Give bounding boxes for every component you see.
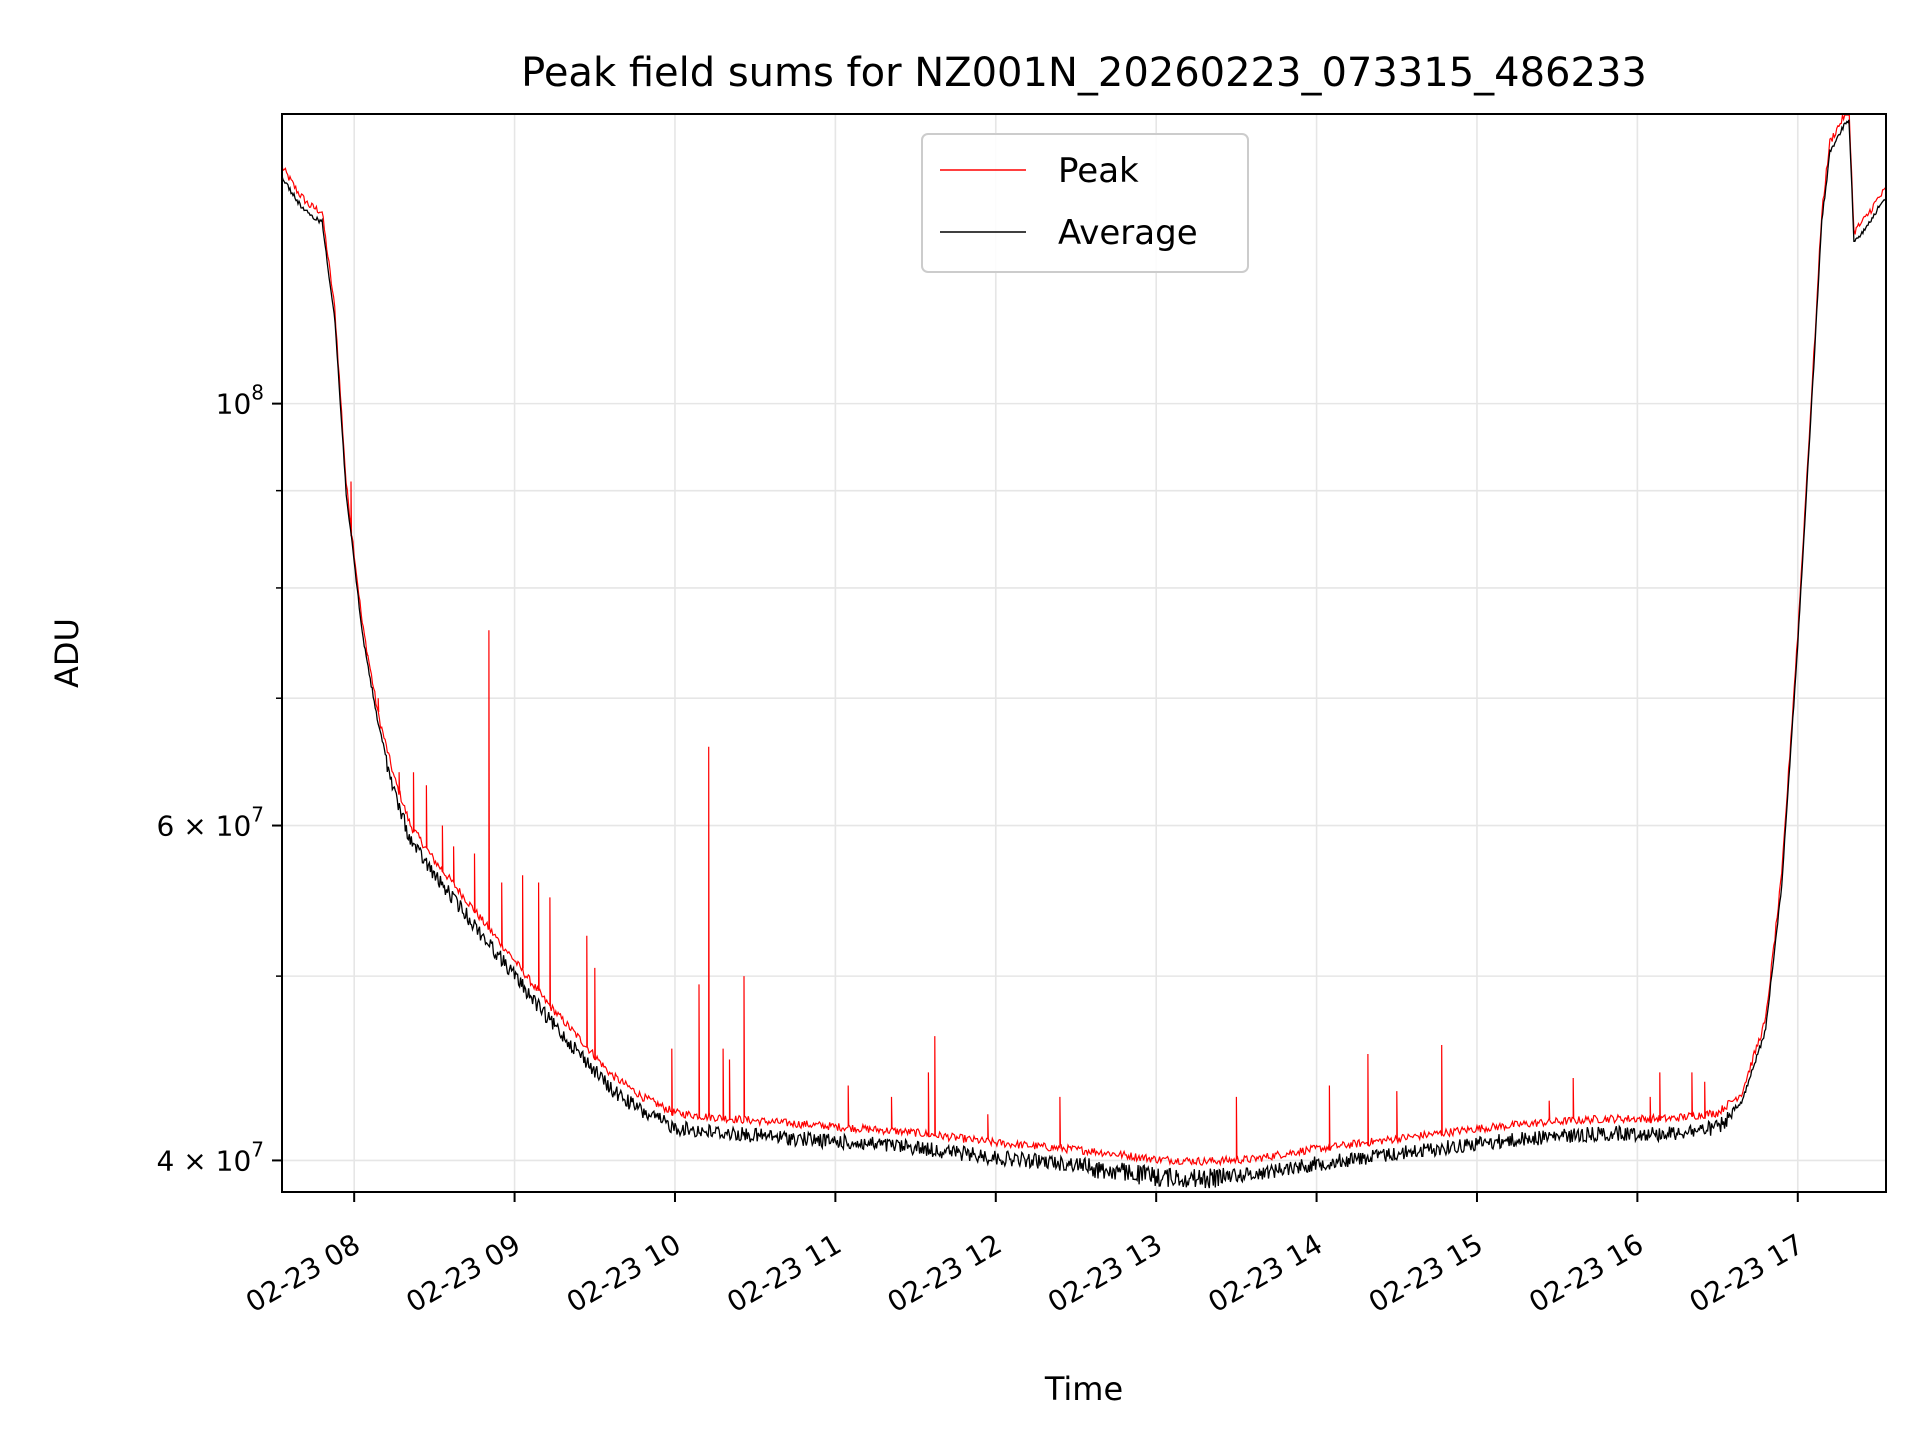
- legend-label-peak: Peak: [1058, 151, 1139, 191]
- legend-label-average: Average: [1058, 213, 1198, 253]
- y-tick-label: 6 × 107: [157, 803, 264, 843]
- y-tick-label-base: 4 × 10: [157, 1144, 252, 1177]
- y-tick-label-exponent: 7: [251, 803, 264, 827]
- plot-frame: [281, 113, 1887, 1193]
- x-axis-title: Time: [1044, 1370, 1123, 1408]
- y-axis-title: ADU: [48, 618, 86, 688]
- legend: Peak Average: [921, 133, 1249, 273]
- y-tick-label: 4 × 107: [157, 1137, 264, 1177]
- chart-title: Peak field sums for NZ001N_20260223_0733…: [521, 50, 1647, 96]
- plot-area: [281, 114, 1887, 1189]
- y-tick-label: 108: [216, 381, 264, 421]
- peak-series-line: [281, 114, 1887, 1167]
- y-tick-label-exponent: 8: [251, 381, 264, 405]
- average-series-line: [281, 119, 1887, 1189]
- legend-box: [921, 133, 1249, 273]
- y-tick-label-base: 10: [216, 388, 252, 421]
- y-tick-label-exponent: 7: [251, 1137, 264, 1161]
- y-tick-label-base: 6 × 10: [157, 810, 252, 843]
